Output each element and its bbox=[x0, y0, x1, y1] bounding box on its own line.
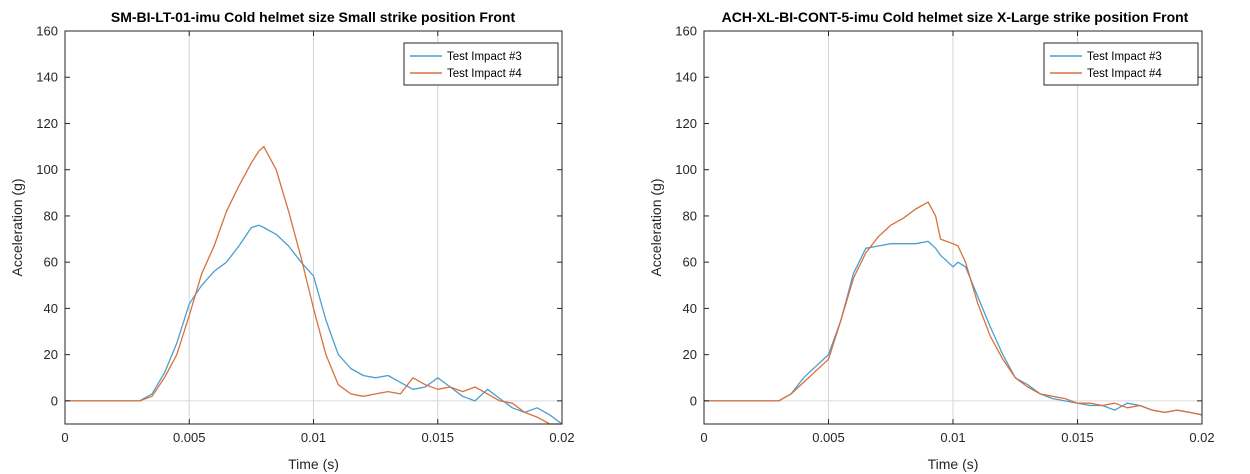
series-line-2 bbox=[65, 145, 562, 425]
series-line-1 bbox=[65, 224, 563, 425]
chart-title: ACH-XL-BI-CONT-5-imu Cold helmet size X-… bbox=[722, 9, 1189, 25]
y-tick-label: 20 bbox=[683, 347, 697, 362]
x-tick-label: 0 bbox=[700, 430, 707, 445]
legend-label-2: Test Impact #4 bbox=[447, 68, 522, 80]
legend-box bbox=[1043, 42, 1199, 86]
y-tick-label: 120 bbox=[36, 116, 58, 131]
chart-2: 0 0.005 0.01 0.015 0.02 0 20 40 60 80 100 120 140 160… bbox=[648, 9, 1215, 472]
legend-label-2: Test Impact #4 bbox=[1087, 68, 1162, 80]
y-tick-label: 100 bbox=[675, 162, 697, 177]
chart-1: 0 0.005 0.01 0.015 0.02 0 20 40 60 80 100 120 140 160… bbox=[9, 9, 575, 472]
y-tick-label: 160 bbox=[675, 24, 697, 39]
x-axis-label: Time (s) bbox=[288, 456, 339, 472]
y-tick-label: 140 bbox=[36, 70, 58, 85]
series-line-1 bbox=[704, 240, 1203, 416]
y-tick-label: 120 bbox=[675, 116, 697, 131]
y-tick-label: 80 bbox=[44, 208, 58, 223]
x-tick-label: 0.015 bbox=[1061, 430, 1094, 445]
chart-title: SM-BI-LT-01-imu Cold helmet size Small s… bbox=[111, 9, 516, 25]
y-tick-label: 80 bbox=[683, 208, 697, 223]
legend-label-1: Test Impact #3 bbox=[447, 51, 522, 63]
y-tick-label: 0 bbox=[690, 393, 697, 408]
legend-label-1: Test Impact #3 bbox=[1087, 51, 1162, 63]
y-tick-label: 40 bbox=[683, 301, 697, 316]
x-tick-label: 0.01 bbox=[301, 430, 326, 445]
y-axis-label: Acceleration (g) bbox=[9, 178, 25, 276]
x-tick-label: 0.02 bbox=[1189, 430, 1214, 445]
legend: Test Impact #3 Test Impact #4 bbox=[403, 42, 559, 86]
x-tick-label: 0 bbox=[61, 430, 68, 445]
y-tick-label: 40 bbox=[44, 301, 58, 316]
y-tick-label: 60 bbox=[44, 255, 58, 270]
y-tick-label: 20 bbox=[44, 347, 58, 362]
y-tick-label: 60 bbox=[683, 255, 697, 270]
y-tick-label: 0 bbox=[51, 393, 58, 408]
x-tick-label: 0.005 bbox=[173, 430, 206, 445]
x-tick-label: 0.01 bbox=[940, 430, 965, 445]
y-tick-label: 160 bbox=[36, 24, 58, 39]
x-tick-label: 0.005 bbox=[812, 430, 845, 445]
y-tick-label: 100 bbox=[36, 162, 58, 177]
x-tick-label: 0.02 bbox=[549, 430, 574, 445]
x-tick-label: 0.015 bbox=[421, 430, 454, 445]
series-line-2 bbox=[704, 201, 1203, 416]
x-axis-label: Time (s) bbox=[928, 456, 979, 472]
y-tick-label: 140 bbox=[675, 70, 697, 85]
legend-box bbox=[403, 42, 559, 86]
y-axis-label: Acceleration (g) bbox=[648, 178, 664, 276]
legend: Test Impact #3 Test Impact #4 bbox=[1043, 42, 1199, 86]
